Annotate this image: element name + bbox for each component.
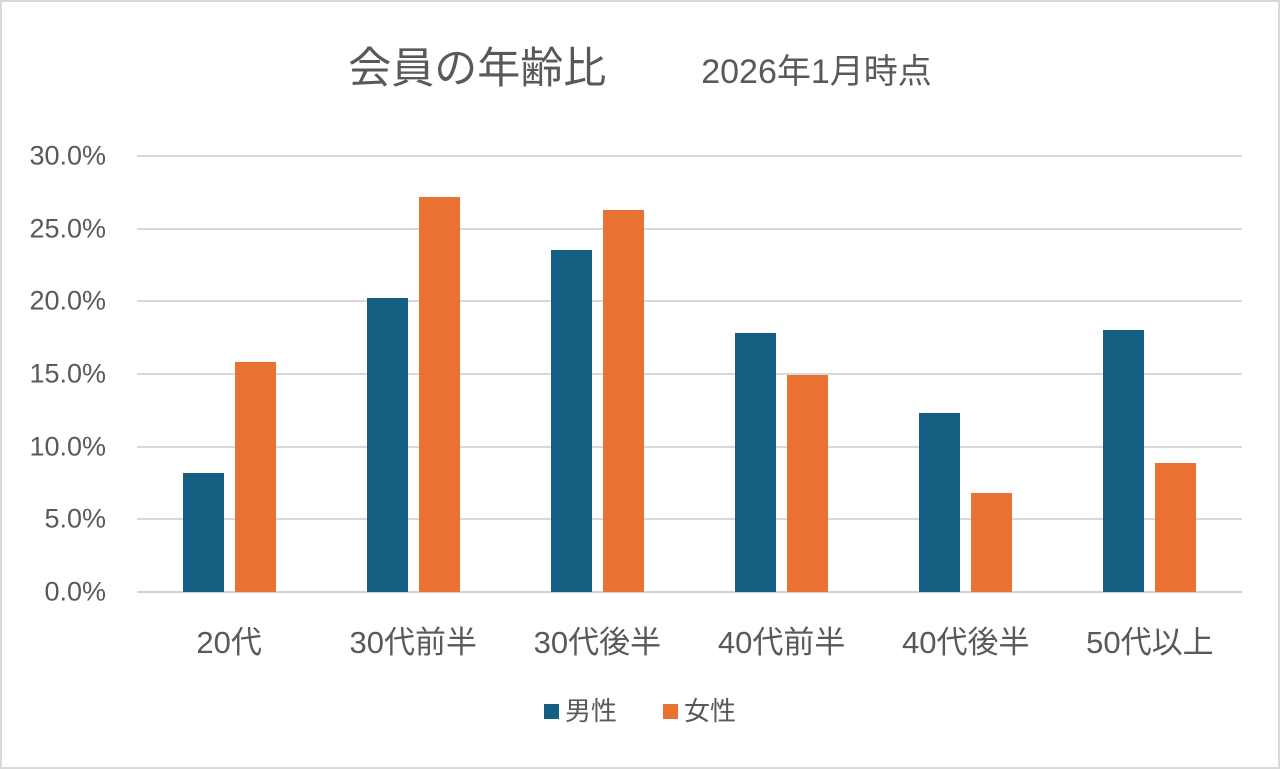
chart-subtitle: 2026年1月時点 bbox=[701, 53, 932, 91]
bar-female bbox=[234, 362, 276, 592]
legend: 男性 女性 bbox=[2, 698, 1278, 724]
bar-female bbox=[787, 375, 829, 592]
plot-area bbox=[137, 155, 1242, 593]
x-axis-category-label: 30代後半 bbox=[533, 625, 662, 660]
y-axis-tick-label: 0.0% bbox=[44, 576, 106, 607]
gridline bbox=[137, 445, 1242, 448]
y-axis-tick-label: 5.0% bbox=[44, 503, 106, 534]
bar-female bbox=[602, 209, 644, 592]
x-axis-line bbox=[137, 591, 1242, 593]
y-axis: 0.0% 5.0% 10.0% 15.0% 20.0% 25.0% 30.0% bbox=[2, 141, 106, 607]
legend-label-female: 女性 bbox=[684, 696, 737, 726]
bar-male bbox=[182, 472, 224, 592]
x-axis-category-label: 40代後半 bbox=[902, 625, 1030, 660]
x-axis-category-label: 20代 bbox=[196, 625, 262, 660]
gridline bbox=[137, 155, 1242, 157]
bar-male bbox=[1103, 330, 1145, 592]
legend-label-male: 男性 bbox=[564, 696, 617, 726]
legend-item-male: 男性 bbox=[543, 696, 617, 726]
x-axis-category-label: 40代前半 bbox=[717, 625, 846, 660]
y-axis-tick-label: 25.0% bbox=[29, 213, 106, 244]
legend-item-female: 女性 bbox=[663, 698, 736, 724]
gridline bbox=[137, 300, 1242, 303]
gridline bbox=[137, 518, 1242, 521]
legend-swatch-male-icon bbox=[543, 703, 559, 719]
bar-male bbox=[366, 298, 408, 592]
y-axis-tick-label: 30.0% bbox=[29, 140, 106, 171]
bar-male bbox=[735, 333, 777, 592]
bar-male bbox=[550, 250, 592, 592]
x-axis-category-label: 50代以上 bbox=[1086, 625, 1214, 660]
y-axis-tick-label: 10.0% bbox=[29, 431, 106, 462]
chart-title-row: 会員の年齢比 2026年1月時点 bbox=[2, 44, 1278, 96]
x-axis-category-label: 30代前半 bbox=[349, 625, 477, 660]
bar-male bbox=[919, 413, 961, 592]
legend-swatch-female-icon bbox=[663, 703, 678, 719]
chart-title: 会員の年齢比 bbox=[348, 45, 607, 93]
bar-female bbox=[1155, 462, 1197, 592]
y-axis-tick-label: 20.0% bbox=[29, 285, 106, 316]
bar-female bbox=[418, 196, 460, 592]
y-axis-tick-label: 15.0% bbox=[29, 358, 106, 389]
gridline bbox=[137, 227, 1242, 230]
gridline bbox=[137, 373, 1242, 375]
x-axis: 20代 30代前半 30代後半 40代前半 40代後半 50代以上 bbox=[137, 617, 1242, 660]
bar-female bbox=[971, 493, 1013, 592]
